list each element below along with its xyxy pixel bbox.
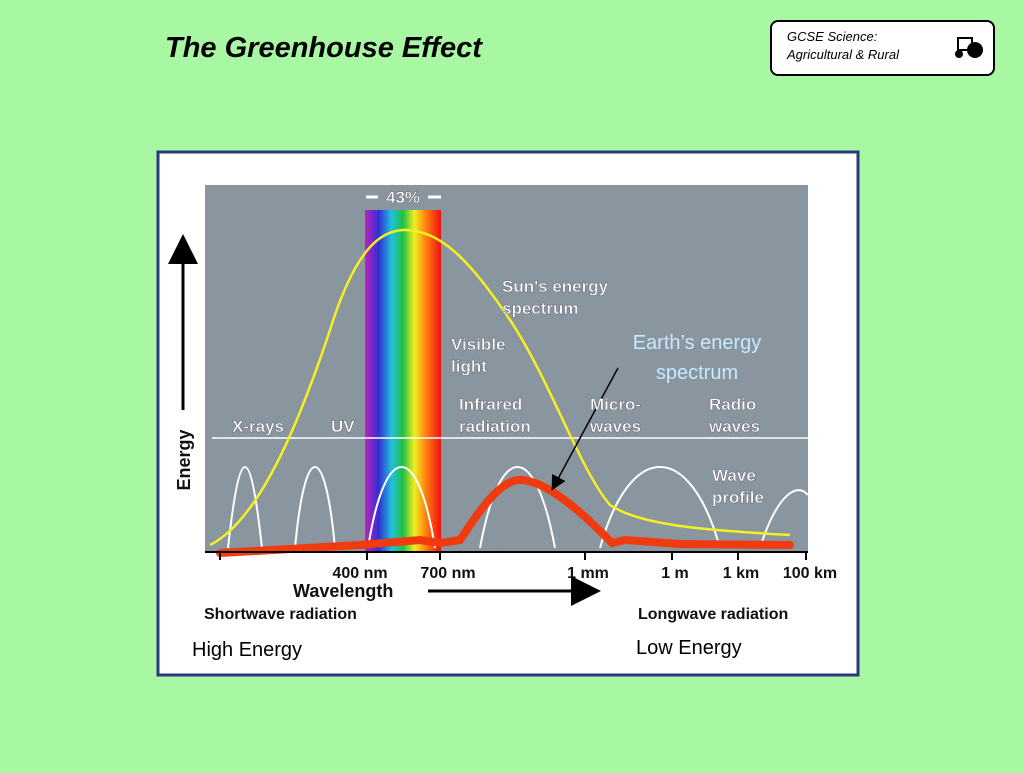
x-ticks	[219, 552, 807, 560]
high-energy-label: High Energy	[192, 639, 302, 661]
sun-label: spectrum	[502, 299, 579, 318]
earth-label: Earth’s energy	[633, 332, 762, 354]
region-label: UV	[331, 417, 355, 436]
region-label: Micro-	[590, 395, 641, 414]
x-tick-label: 1 km	[723, 565, 759, 582]
region-label: Infrared	[459, 395, 522, 414]
region-label: X-rays	[232, 417, 284, 436]
visible-band	[365, 210, 441, 552]
x-tick-label: 1 m	[661, 565, 689, 582]
band-label: 43%	[386, 188, 420, 207]
x-tick-label: 100 km	[783, 565, 837, 582]
shape	[955, 50, 963, 58]
low-energy-label: Low Energy	[636, 637, 742, 659]
badge-line: Agricultural & Rural	[786, 47, 900, 62]
visible-label: Visible	[451, 335, 506, 354]
y-axis-label: Energy	[174, 429, 194, 490]
sun-label: Sun's energy	[502, 277, 609, 296]
earth-arrow	[551, 367, 619, 491]
wave-profile	[227, 466, 809, 549]
region-label: Radio	[709, 395, 756, 414]
title: The Greenhouse Effect	[165, 32, 483, 64]
badge	[770, 20, 995, 76]
shortwave-label: Shortwave radiation	[204, 606, 357, 623]
x-tick-label: 400 nm	[332, 565, 387, 582]
x-tick-label: 1 mm	[567, 565, 609, 582]
wave-label: Wave	[712, 466, 756, 485]
shape	[967, 42, 983, 58]
earth-spectrum-curve	[216, 475, 794, 557]
sun-spectrum-curve	[209, 228, 791, 547]
wave-label: profile	[712, 488, 764, 507]
region-label: waves	[708, 417, 760, 436]
badge-line: GCSE Science:	[787, 29, 878, 44]
tractor-icon	[955, 37, 983, 58]
x-axis-label: Wavelength	[293, 581, 393, 601]
plot-area	[205, 185, 808, 552]
region-label: radiation	[459, 417, 531, 436]
longwave-label: Longwave radiation	[638, 606, 788, 623]
visible-label: light	[451, 357, 487, 376]
region-label: waves	[589, 417, 641, 436]
x-tick-label: 700 nm	[420, 565, 475, 582]
earth-label: spectrum	[656, 362, 738, 384]
